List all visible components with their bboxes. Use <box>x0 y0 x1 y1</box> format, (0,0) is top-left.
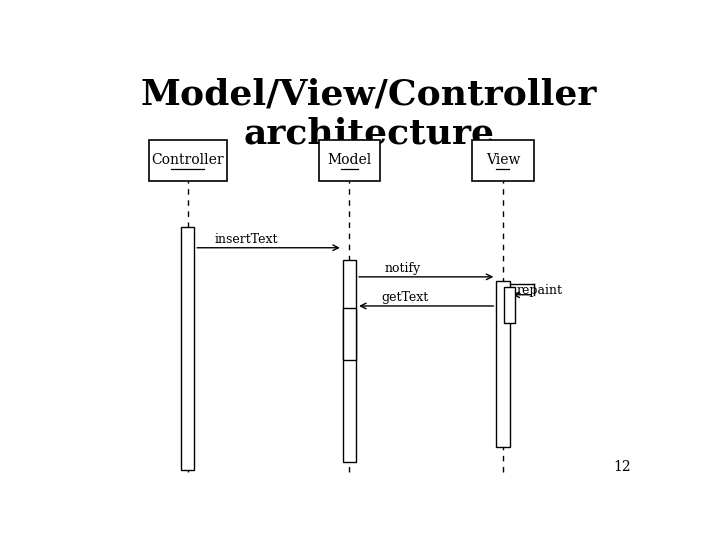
Bar <box>319 140 380 181</box>
Bar <box>343 260 356 462</box>
Bar <box>343 308 356 360</box>
Text: Model/View/Controller
architecture: Model/View/Controller architecture <box>141 77 597 151</box>
Text: notify: notify <box>384 262 420 275</box>
Text: 12: 12 <box>613 461 631 474</box>
Bar <box>496 281 510 447</box>
Text: getText: getText <box>382 291 429 304</box>
Bar <box>148 140 227 181</box>
Text: repaint: repaint <box>516 285 562 298</box>
Text: insertText: insertText <box>215 233 278 246</box>
Text: Model: Model <box>328 153 372 167</box>
Bar <box>504 287 516 322</box>
Bar <box>181 227 194 470</box>
Text: View: View <box>486 153 520 167</box>
Bar <box>472 140 534 181</box>
Text: Controller: Controller <box>151 153 224 167</box>
